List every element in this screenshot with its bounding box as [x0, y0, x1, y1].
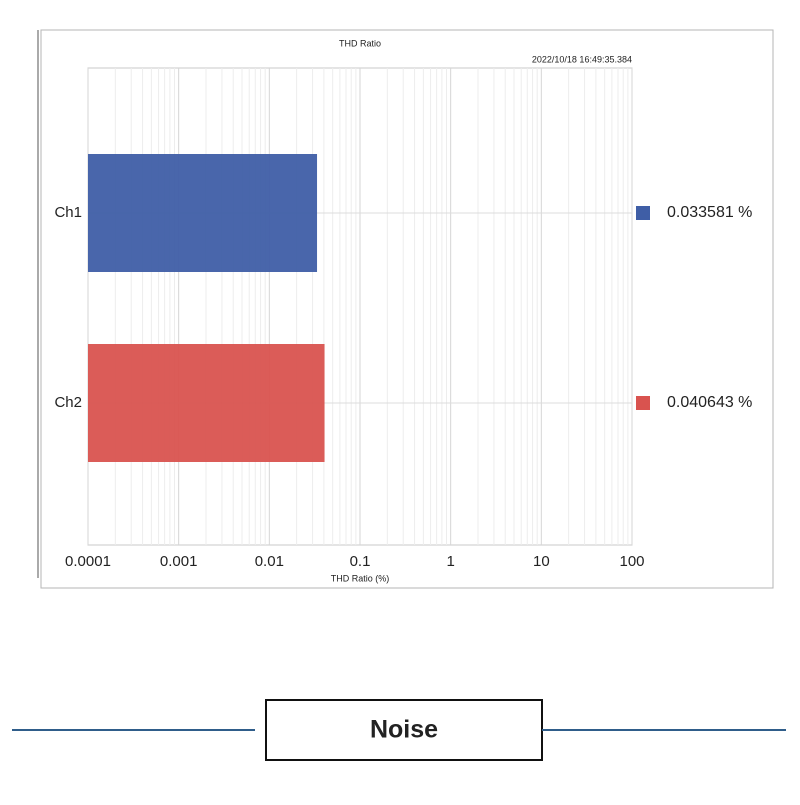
y-tick-label: Ch2 [54, 394, 82, 411]
x-tick-label: 0.0001 [65, 553, 111, 570]
x-tick-label: 0.001 [160, 553, 198, 570]
bar [88, 154, 318, 272]
legend-swatch [636, 206, 650, 220]
chart-title: THD Ratio [339, 38, 381, 48]
y-tick-label: Ch1 [54, 204, 82, 221]
x-axis-label: THD Ratio (%) [331, 573, 390, 583]
value-label: 0.040643 % [667, 394, 752, 411]
x-tick-label: 0.01 [255, 553, 284, 570]
x-tick-label: 0.1 [350, 553, 371, 570]
legend-swatch [636, 396, 650, 410]
x-tick-label: 100 [619, 553, 644, 570]
section-title: Noise [370, 716, 438, 744]
timestamp: 2022/10/18 16:49:35.384 [532, 54, 632, 64]
bar [88, 344, 325, 462]
section-box [265, 699, 543, 761]
x-tick-label: 10 [533, 553, 550, 570]
x-tick-label: 1 [446, 553, 454, 570]
value-label: 0.033581 % [667, 204, 752, 221]
